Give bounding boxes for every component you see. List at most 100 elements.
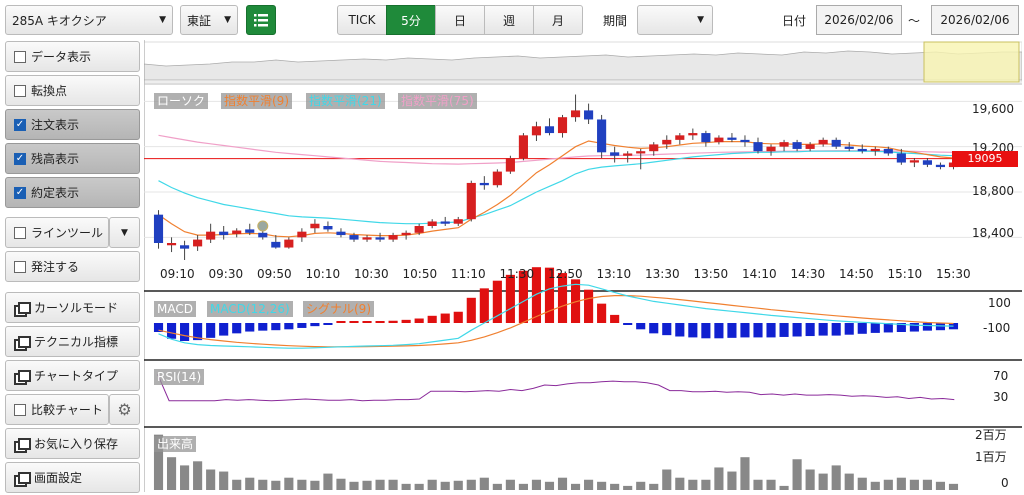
volume-bar bbox=[701, 479, 711, 490]
tab-5min[interactable]: 5分 bbox=[386, 5, 436, 35]
candle-body bbox=[557, 117, 568, 134]
volume-bar bbox=[245, 477, 255, 490]
volume-bar bbox=[948, 483, 959, 490]
macd-histogram-bar bbox=[388, 320, 398, 323]
time-label: 10:50 bbox=[402, 267, 438, 281]
candle-body bbox=[375, 237, 385, 240]
candle-body bbox=[792, 142, 802, 149]
sidebar-label: お気に入り保存 bbox=[34, 437, 119, 451]
macd-histogram-bar bbox=[662, 323, 672, 336]
volume-bar bbox=[232, 479, 242, 490]
candle-body bbox=[727, 137, 737, 140]
volume-bar bbox=[206, 469, 216, 490]
legend-macd: MACD bbox=[154, 301, 196, 317]
legend-ema9: 指数平滑(9) bbox=[221, 93, 292, 109]
volume-bar bbox=[935, 481, 946, 490]
date-from-input[interactable]: 2026/02/06 bbox=[816, 5, 902, 35]
time-label: 14:50 bbox=[839, 267, 874, 281]
tab-day[interactable]: 日 bbox=[435, 5, 485, 35]
candle-body bbox=[779, 142, 789, 147]
candle-body bbox=[922, 160, 932, 165]
gear-icon: ⚙ bbox=[117, 400, 132, 419]
compare-chart-toggle[interactable]: 比較チャート bbox=[5, 394, 109, 425]
legend-signal: シグナル(9) bbox=[303, 301, 374, 317]
time-label: 15:10 bbox=[887, 267, 923, 281]
macd-histogram-bar bbox=[727, 323, 737, 338]
macd-histogram-bar bbox=[544, 267, 555, 323]
candle-body bbox=[505, 158, 515, 172]
volume-bar bbox=[753, 479, 763, 490]
sidebar-label: 発注する bbox=[31, 260, 80, 274]
volume-bar bbox=[505, 479, 515, 490]
macd-histogram-bar bbox=[883, 323, 893, 333]
list-icon[interactable] bbox=[246, 5, 276, 35]
ema21-line bbox=[158, 150, 954, 225]
sidebar-label: テクニカル指標 bbox=[34, 335, 119, 349]
tab-month[interactable]: 月 bbox=[533, 5, 583, 35]
tab-week[interactable]: 週 bbox=[484, 5, 534, 35]
window-icon bbox=[14, 301, 31, 317]
y-tick-label: 70 bbox=[993, 369, 1009, 383]
symbol-select[interactable]: 285A キオクシア ▼ bbox=[5, 5, 173, 35]
volume-bar bbox=[427, 479, 437, 490]
save-favorite-button[interactable]: お気に入り保存 bbox=[5, 428, 140, 459]
legend-candle: ローソク bbox=[154, 93, 209, 109]
time-label: 15:30 bbox=[936, 267, 971, 281]
volume-bar bbox=[258, 479, 268, 490]
turning-point-toggle[interactable]: 転換点 bbox=[5, 75, 140, 106]
line-tool-toggle[interactable]: ラインツール bbox=[5, 217, 109, 248]
macd-line bbox=[158, 283, 954, 349]
candle-body bbox=[909, 160, 919, 163]
market-select[interactable]: 東証 ▼ bbox=[180, 5, 238, 35]
window-icon bbox=[14, 335, 31, 351]
sidebar-label: 注文表示 bbox=[31, 118, 80, 132]
time-label: 13:30 bbox=[645, 267, 680, 281]
window-icon bbox=[14, 437, 31, 453]
candle-body bbox=[714, 137, 724, 143]
screen-settings-button[interactable]: 画面設定 bbox=[5, 462, 140, 493]
rsi-line bbox=[157, 374, 955, 402]
macd-histogram-bar bbox=[401, 319, 411, 323]
volume-bar bbox=[193, 461, 203, 490]
legend-rsi: RSI(14) bbox=[154, 369, 205, 385]
cursor-mode-button[interactable]: カーソルモード bbox=[5, 292, 140, 323]
execution-display-toggle[interactable]: ✓ 約定表示 bbox=[5, 177, 140, 208]
time-label: 09:50 bbox=[257, 267, 292, 281]
volume-bar bbox=[714, 467, 724, 490]
time-label: 11:10 bbox=[451, 267, 486, 281]
date-to-input[interactable]: 2026/02/06 bbox=[931, 5, 1019, 35]
chevron-down-icon: ▼ bbox=[121, 227, 128, 238]
candle-body bbox=[597, 119, 607, 153]
macd-histogram-bar bbox=[649, 323, 659, 334]
y-tick-label: -100 bbox=[983, 321, 1011, 335]
period-select[interactable]: ▼ bbox=[637, 5, 713, 35]
candle-body bbox=[427, 221, 437, 226]
candle-body bbox=[388, 235, 398, 240]
y-tick-label: 1百万 bbox=[975, 450, 1007, 464]
position-display-toggle[interactable]: ✓ 残高表示 bbox=[5, 143, 140, 174]
candle-body bbox=[831, 139, 841, 147]
macd-histogram-bar bbox=[245, 323, 255, 332]
volume-bar bbox=[544, 481, 555, 490]
macd-histogram-bar bbox=[193, 323, 203, 341]
time-label: 12:50 bbox=[548, 267, 583, 281]
navigator-overview[interactable] bbox=[144, 41, 1022, 83]
tab-tick[interactable]: TICK bbox=[337, 5, 387, 35]
compare-settings-button[interactable]: ⚙ bbox=[109, 394, 140, 425]
volume-bar bbox=[870, 481, 880, 490]
data-display-toggle[interactable]: データ表示 bbox=[5, 41, 140, 72]
sidebar-label: カーソルモード bbox=[34, 301, 119, 315]
chart-type-button[interactable]: チャートタイプ bbox=[5, 360, 140, 391]
place-order-toggle[interactable]: 発注する bbox=[5, 251, 140, 282]
macd-histogram-bar bbox=[766, 323, 776, 338]
candle-body bbox=[675, 135, 685, 140]
chart-area[interactable] bbox=[144, 40, 1022, 492]
technical-button[interactable]: テクニカル指標 bbox=[5, 326, 140, 357]
line-tool-dropdown[interactable]: ▼ bbox=[109, 217, 140, 248]
candle-body bbox=[466, 182, 476, 220]
macd-histogram-bar bbox=[505, 274, 515, 323]
volume-bar bbox=[662, 469, 672, 490]
candle-body bbox=[636, 151, 646, 154]
sidebar-label: 約定表示 bbox=[31, 186, 80, 200]
order-display-toggle[interactable]: ✓ 注文表示 bbox=[5, 109, 140, 140]
